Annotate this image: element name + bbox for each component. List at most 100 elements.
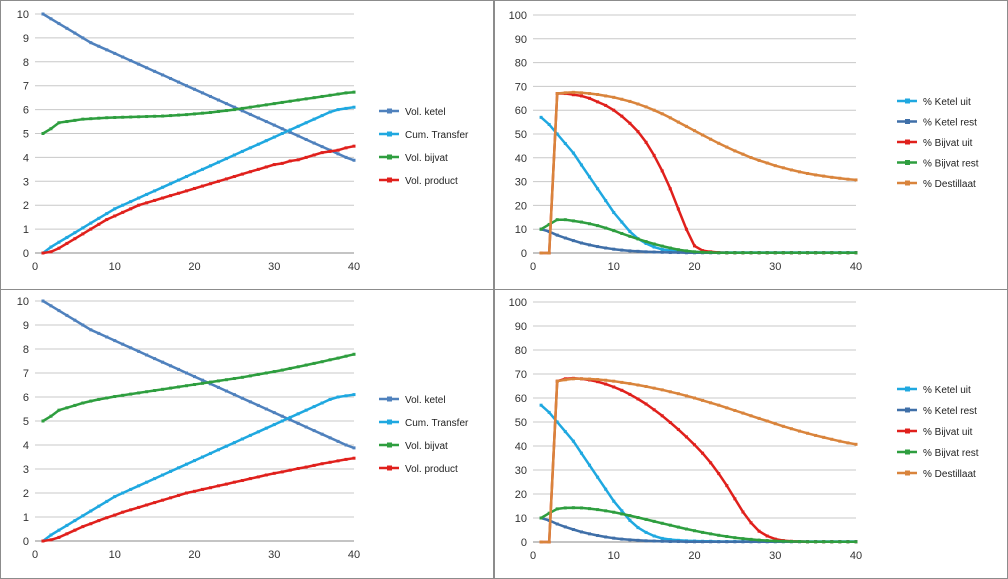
data-point (660, 250, 664, 254)
data-point (320, 401, 324, 405)
data-point (806, 251, 810, 255)
data-point (644, 250, 648, 254)
legend-marker (387, 465, 392, 471)
data-point (240, 109, 244, 113)
data-point (328, 110, 332, 114)
data-point (741, 152, 745, 156)
data-point (733, 251, 737, 255)
data-point (652, 250, 656, 254)
data-point (344, 443, 348, 447)
data-point (89, 227, 93, 231)
y-tick-label: 2 (23, 488, 29, 500)
data-point (264, 165, 268, 169)
y-tick-label: 90 (515, 321, 527, 333)
data-point (588, 507, 592, 511)
data-point (248, 433, 252, 437)
data-point (652, 242, 656, 246)
data-point (547, 410, 551, 414)
data-point (185, 491, 189, 495)
data-point (765, 539, 769, 543)
y-tick-label: 50 (515, 129, 527, 141)
data-point (701, 250, 705, 254)
series-line (42, 393, 355, 542)
data-point (846, 540, 850, 544)
y-tick-label: 10 (17, 9, 29, 21)
data-point (304, 408, 308, 412)
data-point (97, 222, 101, 226)
y-tick-label: 0 (23, 248, 29, 260)
data-point (588, 96, 592, 100)
data-point (272, 370, 276, 374)
data-point (57, 535, 61, 539)
data-point (838, 176, 842, 180)
data-point (320, 114, 324, 118)
data-point (604, 246, 608, 250)
data-point (320, 151, 324, 155)
legend-marker (905, 180, 910, 186)
data-point (652, 108, 656, 112)
data-point (105, 516, 109, 520)
data-point (676, 525, 680, 529)
y-tick-label: 40 (515, 441, 527, 453)
data-point (596, 100, 600, 104)
x-tick-label: 0 (530, 261, 536, 273)
data-point (596, 245, 600, 249)
y-tick-label: 60 (515, 393, 527, 405)
data-point (344, 106, 348, 110)
data-point (757, 158, 761, 162)
y-tick-label: 80 (515, 345, 527, 357)
data-point (620, 231, 624, 235)
data-point (588, 463, 592, 467)
y-tick-label: 2 (23, 200, 29, 212)
data-point (676, 251, 680, 255)
data-point (177, 493, 181, 497)
data-point (161, 73, 165, 77)
data-point (628, 538, 632, 542)
data-point (169, 182, 173, 186)
data-point (676, 120, 680, 124)
data-point (296, 98, 300, 102)
data-point (41, 539, 45, 543)
data-point (113, 207, 117, 211)
data-point (105, 335, 109, 339)
data-point (612, 108, 616, 112)
data-point (320, 462, 324, 466)
data-point (169, 496, 173, 500)
data-point (684, 249, 688, 253)
data-point (709, 137, 713, 141)
data-point (169, 386, 173, 390)
data-point (328, 460, 332, 464)
x-tick-label: 40 (348, 261, 360, 273)
data-point (232, 393, 236, 397)
data-point (652, 539, 656, 543)
series-line (541, 377, 856, 544)
data-point (644, 539, 648, 543)
data-point (145, 353, 149, 357)
chart-panel-volumes-1: 0 1 2 3 4 5 6 7 8 9 10 0 10 20 30 40 Vol. ketel Cum. Tran… (0, 0, 494, 290)
legend-marker (905, 386, 910, 392)
series-line (540, 116, 856, 254)
data-point (660, 539, 664, 543)
data-point (200, 455, 204, 459)
data-point (328, 397, 332, 401)
data-point (733, 540, 737, 544)
data-point (547, 222, 551, 226)
data-point (773, 164, 777, 168)
data-point (838, 439, 842, 443)
data-point (145, 480, 149, 484)
data-point (105, 212, 109, 216)
data-point (854, 442, 858, 446)
data-point (717, 533, 721, 537)
x-tick-label: 0 (32, 261, 38, 273)
y-tick-label: 30 (515, 465, 527, 477)
x-tick-label: 0 (530, 550, 536, 562)
data-point (571, 377, 575, 381)
data-point (612, 385, 616, 389)
x-tick-label: 30 (769, 550, 781, 562)
data-point (344, 146, 348, 150)
x-tick-label: 10 (608, 550, 620, 562)
data-point (806, 540, 810, 544)
data-point (612, 247, 616, 251)
x-tick-label: 30 (769, 261, 781, 273)
data-point (256, 372, 260, 376)
